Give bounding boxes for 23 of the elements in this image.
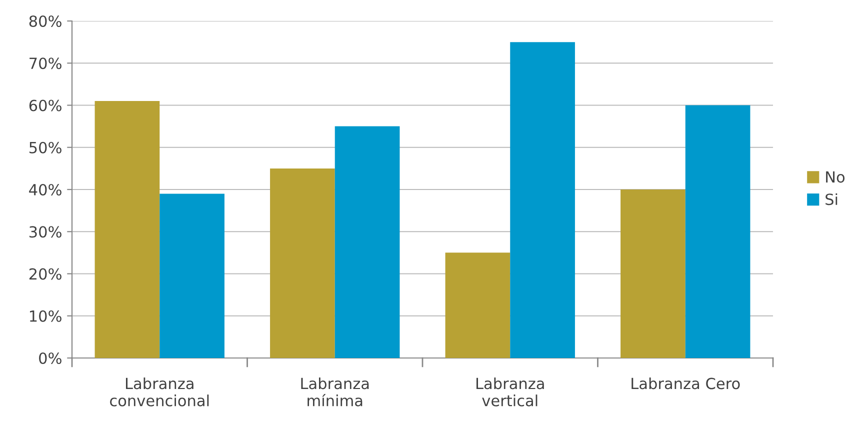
y-tick-label: 40%	[29, 184, 62, 196]
x-tick-label: Labranza vertical	[476, 377, 544, 406]
x-tick-label: Labranza convencional	[110, 377, 209, 406]
bar	[510, 42, 575, 358]
bar	[685, 105, 750, 358]
y-tick-label: 20%	[29, 268, 62, 280]
legend-label: Si	[826, 193, 838, 206]
x-tick-label: Labranza mínima	[301, 377, 369, 406]
bar	[334, 126, 400, 358]
y-tick-label: 80%	[29, 15, 62, 28]
y-tick-label: 70%	[30, 58, 62, 70]
x-tick-label: Labranza Cero	[632, 377, 740, 390]
bar	[445, 252, 510, 358]
bar	[94, 101, 160, 358]
y-tick-label: 30%	[29, 226, 62, 238]
bar	[270, 168, 335, 358]
y-tick-label: 60%	[29, 100, 62, 112]
legend-label: No	[826, 171, 845, 183]
bar	[620, 190, 686, 358]
y-tick-label: 10%	[30, 310, 62, 322]
y-tick-label: 50%	[30, 142, 62, 154]
y-tick-label: 0%	[39, 352, 62, 364]
bar	[160, 194, 224, 358]
